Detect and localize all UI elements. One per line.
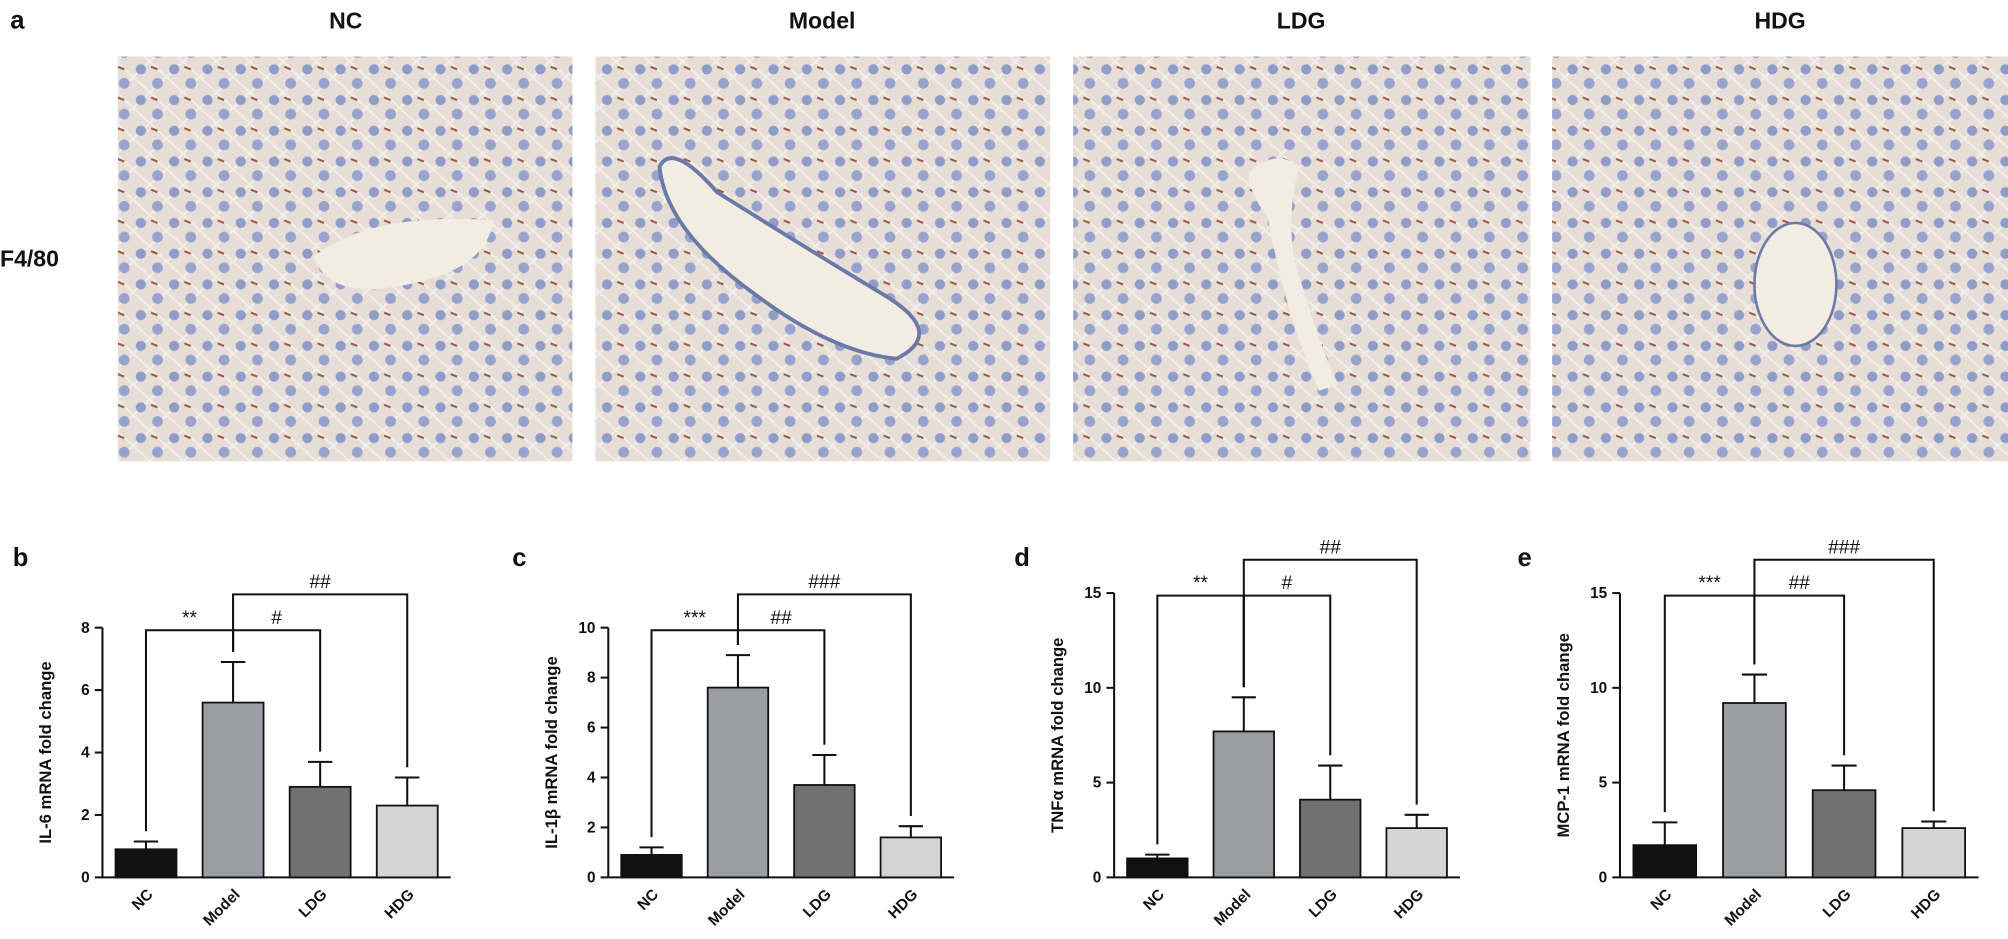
significance-label: **	[182, 608, 197, 629]
y-tick-label: 5	[1093, 775, 1102, 792]
bar	[114, 848, 178, 879]
vessel	[313, 218, 494, 290]
bar	[1299, 798, 1362, 879]
y-axis-label: TNFα mRNA fold change	[1048, 638, 1067, 833]
y-tick-label: 0	[81, 869, 90, 886]
significance-bracket	[1753, 558, 1935, 812]
x-tick-label: Model	[1722, 886, 1765, 929]
vessel	[657, 156, 922, 361]
bar	[288, 785, 352, 879]
significance-label: ***	[684, 608, 707, 629]
column-label: NC	[329, 7, 363, 33]
y-tick-label: 0	[1093, 869, 1102, 886]
x-tick-label: LDG	[1820, 886, 1855, 921]
x-tick-label: Model	[705, 886, 748, 929]
micrograph	[1552, 56, 2008, 462]
significance-label: ##	[1789, 573, 1811, 594]
y-tick-label: 10	[1590, 680, 1607, 697]
micrograph-image	[1073, 56, 1531, 462]
micrograph	[595, 56, 1051, 462]
y-tick-label: 4	[81, 745, 90, 762]
bar	[1901, 827, 1966, 879]
significance-label: #	[1282, 573, 1293, 594]
x-tick-label: Model	[200, 886, 243, 929]
panel-label: e	[1518, 544, 1532, 572]
bar	[793, 784, 856, 879]
bar	[1126, 857, 1189, 879]
x-tick-label: HDG	[382, 886, 418, 922]
micrograph	[1073, 56, 1531, 462]
y-tick-label: 10	[1084, 680, 1101, 697]
x-tick-label: HDG	[885, 886, 921, 922]
bar	[1212, 730, 1275, 879]
y-tick-label: 0	[1599, 869, 1608, 886]
y-tick-label: 15	[1590, 585, 1608, 602]
y-tick-label: 2	[587, 820, 596, 837]
significance-label: ##	[771, 608, 793, 629]
x-tick-label: LDG	[1306, 886, 1341, 921]
y-tick-label: 6	[81, 682, 90, 699]
row-label: F4/80	[0, 246, 59, 272]
significance-label: ##	[309, 572, 331, 593]
y-axis-label: IL-1β mRNA fold change	[542, 656, 561, 848]
y-tick-label: 8	[587, 670, 596, 687]
x-tick-label: NC	[1140, 886, 1168, 914]
significance-label: #	[271, 608, 282, 629]
significance-label: ***	[1698, 573, 1721, 594]
x-tick-label: LDG	[296, 886, 331, 921]
y-axis-label: IL-6 mRNA fold change	[36, 661, 55, 843]
column-label: Model	[789, 7, 856, 33]
significance-label: **	[1193, 573, 1208, 594]
bar	[1385, 827, 1448, 879]
x-tick-label: NC	[634, 886, 662, 914]
significance-bracket	[1242, 558, 1418, 805]
y-tick-label: 6	[587, 720, 596, 737]
panel-label: b	[13, 544, 29, 572]
significance-bracket	[736, 593, 912, 816]
x-tick-label: HDG	[1908, 886, 1944, 922]
significance-bracket	[232, 593, 409, 768]
x-tick-label: NC	[129, 886, 157, 914]
y-tick-label: 4	[587, 770, 596, 787]
micrograph	[117, 56, 573, 462]
panel-label: c	[512, 544, 526, 572]
bar	[201, 701, 265, 879]
panel-label: d	[1014, 544, 1030, 572]
x-tick-label: NC	[1648, 886, 1676, 914]
column-label: HDG	[1754, 7, 1805, 33]
y-tick-label: 8	[81, 620, 90, 637]
x-tick-label: Model	[1211, 886, 1254, 929]
y-tick-label: 5	[1599, 775, 1608, 792]
y-tick-label: 15	[1084, 585, 1102, 602]
vessel	[1248, 158, 1339, 391]
bar	[1632, 844, 1698, 879]
bar	[620, 854, 683, 879]
bar	[375, 804, 439, 879]
y-tick-label: 0	[587, 869, 596, 886]
significance-label: ##	[1320, 537, 1342, 558]
y-tick-label: 10	[578, 620, 595, 637]
bar	[1722, 702, 1787, 879]
panel-label: a	[10, 6, 25, 34]
y-tick-label: 2	[81, 807, 90, 824]
bar	[879, 836, 942, 879]
bar	[706, 686, 770, 879]
y-axis-label: MCP-1 mRNA fold change	[1554, 633, 1573, 837]
column-label: LDG	[1277, 7, 1326, 33]
significance-label: ###	[1828, 537, 1860, 558]
vessel	[1753, 221, 1838, 348]
significance-label: ###	[808, 572, 840, 593]
x-tick-label: LDG	[800, 886, 835, 921]
x-tick-label: HDG	[1391, 886, 1427, 922]
bar	[1811, 789, 1877, 879]
